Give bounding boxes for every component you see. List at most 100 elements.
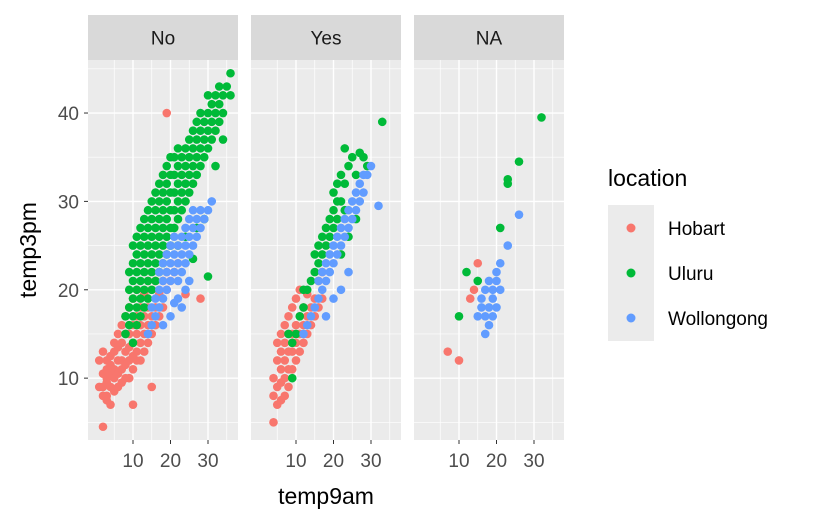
data-point-wollongong: [329, 241, 338, 250]
facet-panel-yes: Yes: [251, 15, 401, 440]
data-point-wollongong: [359, 188, 368, 197]
legend-entries: Hobart Uluru Wollongong: [626, 219, 768, 330]
data-point-uluru: [211, 91, 220, 100]
data-point-hobart: [124, 373, 134, 383]
data-point-uluru: [207, 117, 217, 127]
data-point-uluru: [128, 294, 138, 303]
data-point-wollongong: [336, 223, 346, 233]
data-point-hobart: [269, 391, 278, 401]
data-point-uluru: [169, 188, 179, 197]
data-point-wollongong: [177, 232, 187, 242]
panel-background: [251, 60, 401, 440]
data-point-uluru: [344, 161, 353, 171]
data-point-uluru: [158, 170, 168, 180]
data-point-wollongong: [158, 294, 168, 303]
data-point-uluru: [124, 303, 134, 312]
data-point-uluru: [162, 232, 172, 242]
data-point-wollongong: [488, 294, 498, 303]
data-point-wollongong: [317, 267, 327, 277]
data-point-uluru: [332, 214, 342, 224]
data-point-hobart: [196, 294, 205, 303]
data-point-uluru: [299, 285, 308, 295]
data-point-hobart: [280, 391, 290, 401]
data-point-wollongong: [154, 267, 164, 277]
data-point-hobart: [136, 356, 145, 365]
x-tick-label: 30: [523, 451, 544, 472]
x-tick-label: 10: [448, 451, 469, 472]
data-point-wollongong: [184, 250, 194, 259]
data-point-uluru: [329, 223, 338, 233]
data-point-uluru: [151, 205, 160, 215]
data-point-wollongong: [181, 285, 190, 295]
data-point-wollongong: [325, 250, 335, 259]
facet-strip: [251, 15, 401, 60]
data-point-uluru: [132, 232, 142, 242]
data-point-uluru: [211, 108, 220, 118]
data-point-hobart: [132, 329, 142, 339]
data-point-uluru: [128, 338, 138, 348]
data-point-wollongong: [147, 303, 157, 312]
data-point-uluru: [136, 241, 145, 250]
data-point-hobart: [284, 311, 293, 321]
data-point-uluru: [154, 179, 164, 189]
data-point-uluru: [184, 135, 194, 144]
data-point-hobart: [162, 108, 172, 118]
data-point-uluru: [314, 258, 323, 268]
data-point-uluru: [203, 144, 213, 153]
data-point-wollongong: [184, 276, 194, 286]
data-point-uluru: [340, 144, 350, 153]
data-point-uluru: [154, 232, 164, 242]
data-point-uluru: [332, 179, 342, 189]
data-point-hobart: [299, 338, 308, 348]
data-point-uluru: [207, 135, 217, 144]
data-point-hobart: [469, 285, 479, 295]
data-point-hobart: [272, 338, 282, 348]
data-point-uluru: [299, 303, 308, 312]
facet-panel-na: NA: [414, 15, 564, 440]
data-point-wollongong: [321, 276, 331, 286]
data-point-uluru: [132, 285, 142, 295]
data-point-uluru: [192, 152, 202, 162]
data-point-wollongong: [362, 170, 372, 180]
data-points: [269, 117, 387, 427]
data-point-wollongong: [162, 250, 172, 259]
data-point-hobart: [117, 338, 127, 348]
data-point-uluru: [287, 373, 297, 383]
data-point-uluru: [124, 285, 134, 295]
data-point-wollongong: [196, 205, 205, 215]
data-point-wollongong: [344, 205, 353, 215]
data-point-wollongong: [162, 285, 172, 295]
data-point-wollongong: [158, 258, 168, 268]
data-point-wollongong: [207, 197, 217, 206]
data-point-hobart: [291, 294, 301, 303]
data-point-uluru: [192, 117, 202, 127]
data-point-uluru: [128, 258, 138, 268]
data-point-hobart: [128, 400, 138, 409]
data-point-wollongong: [336, 241, 346, 250]
data-point-uluru: [306, 276, 316, 286]
data-point-uluru: [218, 135, 228, 144]
data-point-uluru: [196, 161, 205, 171]
data-point-uluru: [147, 197, 157, 206]
data-point-uluru: [317, 232, 327, 242]
data-point-hobart: [454, 356, 464, 365]
data-point-uluru: [143, 205, 153, 215]
data-point-uluru: [139, 214, 149, 224]
data-point-uluru: [158, 241, 168, 250]
data-point-wollongong: [477, 294, 486, 303]
data-point-uluru: [143, 258, 153, 268]
data-point-hobart: [94, 382, 104, 392]
data-point-wollongong: [169, 232, 179, 242]
data-point-uluru: [207, 99, 217, 109]
data-point-uluru: [121, 311, 130, 321]
data-point-hobart: [128, 365, 138, 374]
data-point-uluru: [351, 170, 361, 180]
data-point-uluru: [151, 276, 160, 286]
data-point-wollongong: [169, 267, 179, 277]
data-point-wollongong: [166, 276, 175, 286]
data-point-wollongong: [317, 285, 327, 295]
x-tick-label: 20: [323, 451, 344, 472]
data-point-hobart: [143, 338, 153, 348]
data-point-hobart: [94, 356, 104, 365]
